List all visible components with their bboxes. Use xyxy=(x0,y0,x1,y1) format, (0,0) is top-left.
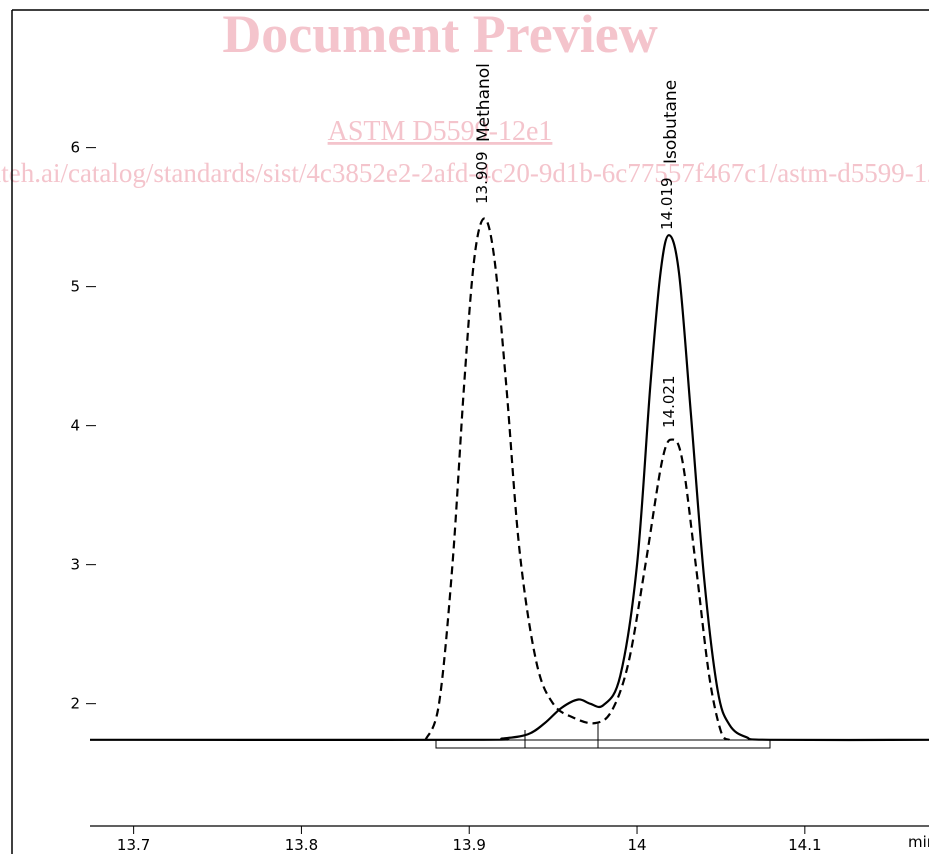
x-axis-label: min xyxy=(908,833,929,851)
trace xyxy=(424,217,731,741)
peak-name: Isobutane xyxy=(661,80,681,164)
watermark-url: https://standards.iteh.ai/catalog/standa… xyxy=(0,158,929,188)
x-tick-label: 13.7 xyxy=(117,836,150,854)
integration-box xyxy=(435,739,771,749)
x-tick-label: 14 xyxy=(627,836,646,854)
y-tick-label: 2 xyxy=(70,695,80,713)
y-tick-label: 3 xyxy=(70,556,80,574)
peak-time: 14.021 xyxy=(660,376,678,429)
y-tick-label: 5 xyxy=(70,278,80,296)
y-tick-label: 4 xyxy=(70,417,80,435)
x-tick-label: 13.9 xyxy=(453,836,486,854)
trace xyxy=(89,234,929,742)
watermark-standard: ASTM D5599-12e1 xyxy=(328,116,553,147)
x-tick-label: 14.1 xyxy=(788,836,821,854)
peak-name: Methanol xyxy=(474,63,494,142)
x-tick-label: 13.8 xyxy=(285,836,318,854)
peak-time: 14.019 xyxy=(658,178,676,231)
watermark-title: Document Preview xyxy=(222,4,657,64)
y-tick-label: 6 xyxy=(70,139,80,157)
peak-time: 13.909 xyxy=(473,152,491,205)
